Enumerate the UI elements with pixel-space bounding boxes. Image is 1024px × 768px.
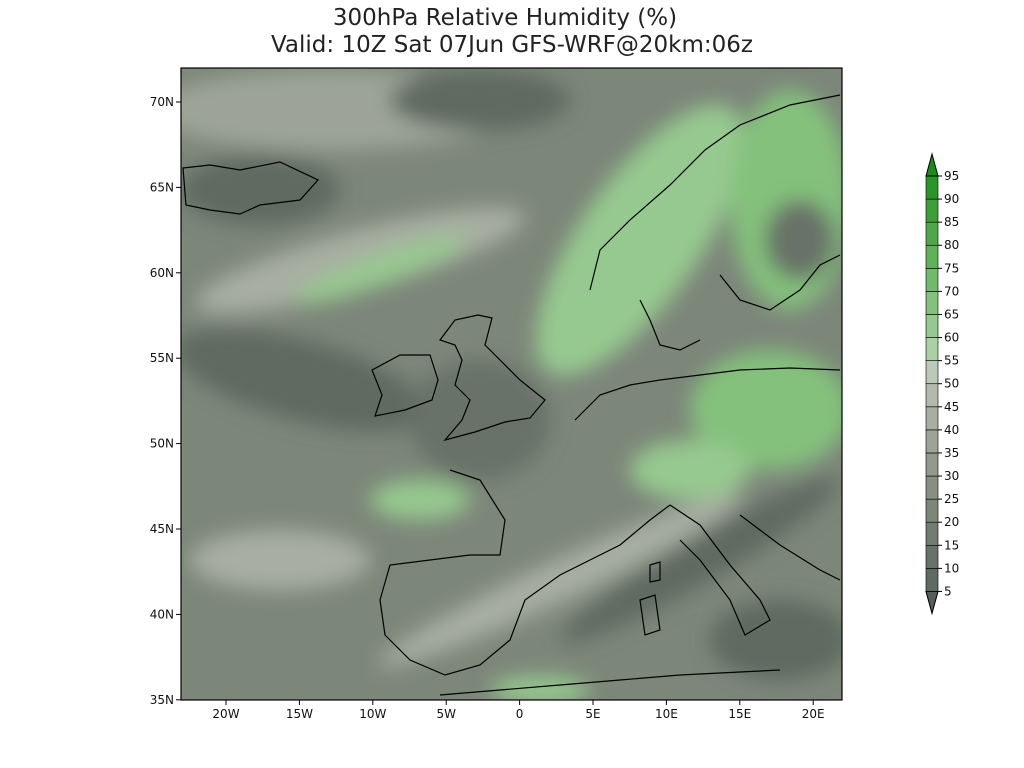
colorbar-swatch bbox=[925, 244, 939, 269]
lon-label: 10E bbox=[655, 707, 678, 721]
longitude-axis: 20W 15W 10W 5W 0 5E 10E 15E 20E bbox=[212, 700, 825, 721]
lat-label: 40N bbox=[150, 607, 174, 621]
lat-label: 60N bbox=[150, 266, 174, 280]
colorbar-triangle bbox=[925, 152, 939, 177]
colorbar-label: 15 bbox=[944, 538, 959, 552]
lat-label: 65N bbox=[150, 180, 174, 194]
colorbar-swatch bbox=[925, 221, 939, 246]
colorbar-swatch bbox=[925, 406, 939, 431]
lon-label: 15W bbox=[286, 707, 313, 721]
title-line1: 300hPa Relative Humidity (%) bbox=[333, 5, 677, 31]
humidity-field bbox=[181, 68, 842, 700]
colorbar-label: 20 bbox=[944, 515, 959, 529]
colorbar-label: 65 bbox=[944, 307, 959, 321]
colorbar-swatch bbox=[925, 314, 939, 338]
colorbar-label: 80 bbox=[944, 238, 959, 252]
colorbar-swatch bbox=[925, 360, 939, 385]
title-line2: Valid: 10Z Sat 07Jun GFS-WRF@20km:06z bbox=[271, 32, 753, 58]
lon-label: 0 bbox=[516, 707, 524, 721]
colorbar-triangle bbox=[925, 590, 939, 616]
colorbar-label: 60 bbox=[944, 331, 959, 345]
colorbar-label: 50 bbox=[944, 377, 959, 391]
colorbar-label: 10 bbox=[944, 561, 959, 575]
lat-label: 45N bbox=[150, 522, 174, 536]
colorbar-swatch bbox=[925, 383, 939, 408]
colorbar-swatch bbox=[925, 429, 939, 454]
colorbar: 5 10 15 20 25 30 35 40 45 50 55 60 65 70 75 80 85 90 95 bbox=[925, 152, 959, 616]
colorbar-label: 85 bbox=[944, 215, 959, 229]
map-frame bbox=[180, 67, 843, 701]
lon-label: 10W bbox=[359, 707, 386, 721]
colorbar-swatch bbox=[925, 175, 939, 200]
colorbar-label: 40 bbox=[944, 423, 959, 437]
colorbar-swatch bbox=[925, 475, 939, 500]
lon-label: 5W bbox=[436, 707, 456, 721]
lon-label: 20W bbox=[212, 707, 239, 721]
colorbar-label: 45 bbox=[944, 400, 959, 414]
colorbar-label: 95 bbox=[944, 169, 959, 183]
colorbar-label: 30 bbox=[944, 469, 959, 483]
colorbar-label: 90 bbox=[944, 192, 959, 206]
colorbar-swatch bbox=[925, 498, 939, 523]
colorbar-swatch bbox=[925, 337, 939, 361]
colorbar-swatch bbox=[925, 268, 939, 292]
lon-label: 15E bbox=[728, 707, 751, 721]
colorbar-swatch bbox=[925, 521, 939, 546]
lat-label: 50N bbox=[150, 437, 174, 451]
latitude-axis: 70N 65N 60N 55N 50N 45N 40N 35N bbox=[150, 95, 181, 707]
lat-label: 70N bbox=[150, 95, 174, 109]
lon-label: 20E bbox=[802, 707, 825, 721]
lat-label: 35N bbox=[150, 693, 174, 707]
colorbar-label: 25 bbox=[944, 492, 959, 506]
colorbar-label: 55 bbox=[944, 354, 959, 368]
colorbar-label: 70 bbox=[944, 284, 959, 298]
lon-label: 5E bbox=[585, 707, 600, 721]
colorbar-swatch bbox=[925, 452, 939, 477]
colorbar-label: 5 bbox=[944, 584, 952, 598]
colorbar-label: 75 bbox=[944, 261, 959, 275]
colorbar-swatch bbox=[925, 568, 939, 592]
colorbar-swatch bbox=[925, 544, 939, 569]
colorbar-swatch bbox=[925, 291, 939, 315]
colorbar-label: 35 bbox=[944, 446, 959, 460]
colorbar-swatch bbox=[925, 198, 939, 223]
lat-label: 55N bbox=[150, 351, 174, 365]
